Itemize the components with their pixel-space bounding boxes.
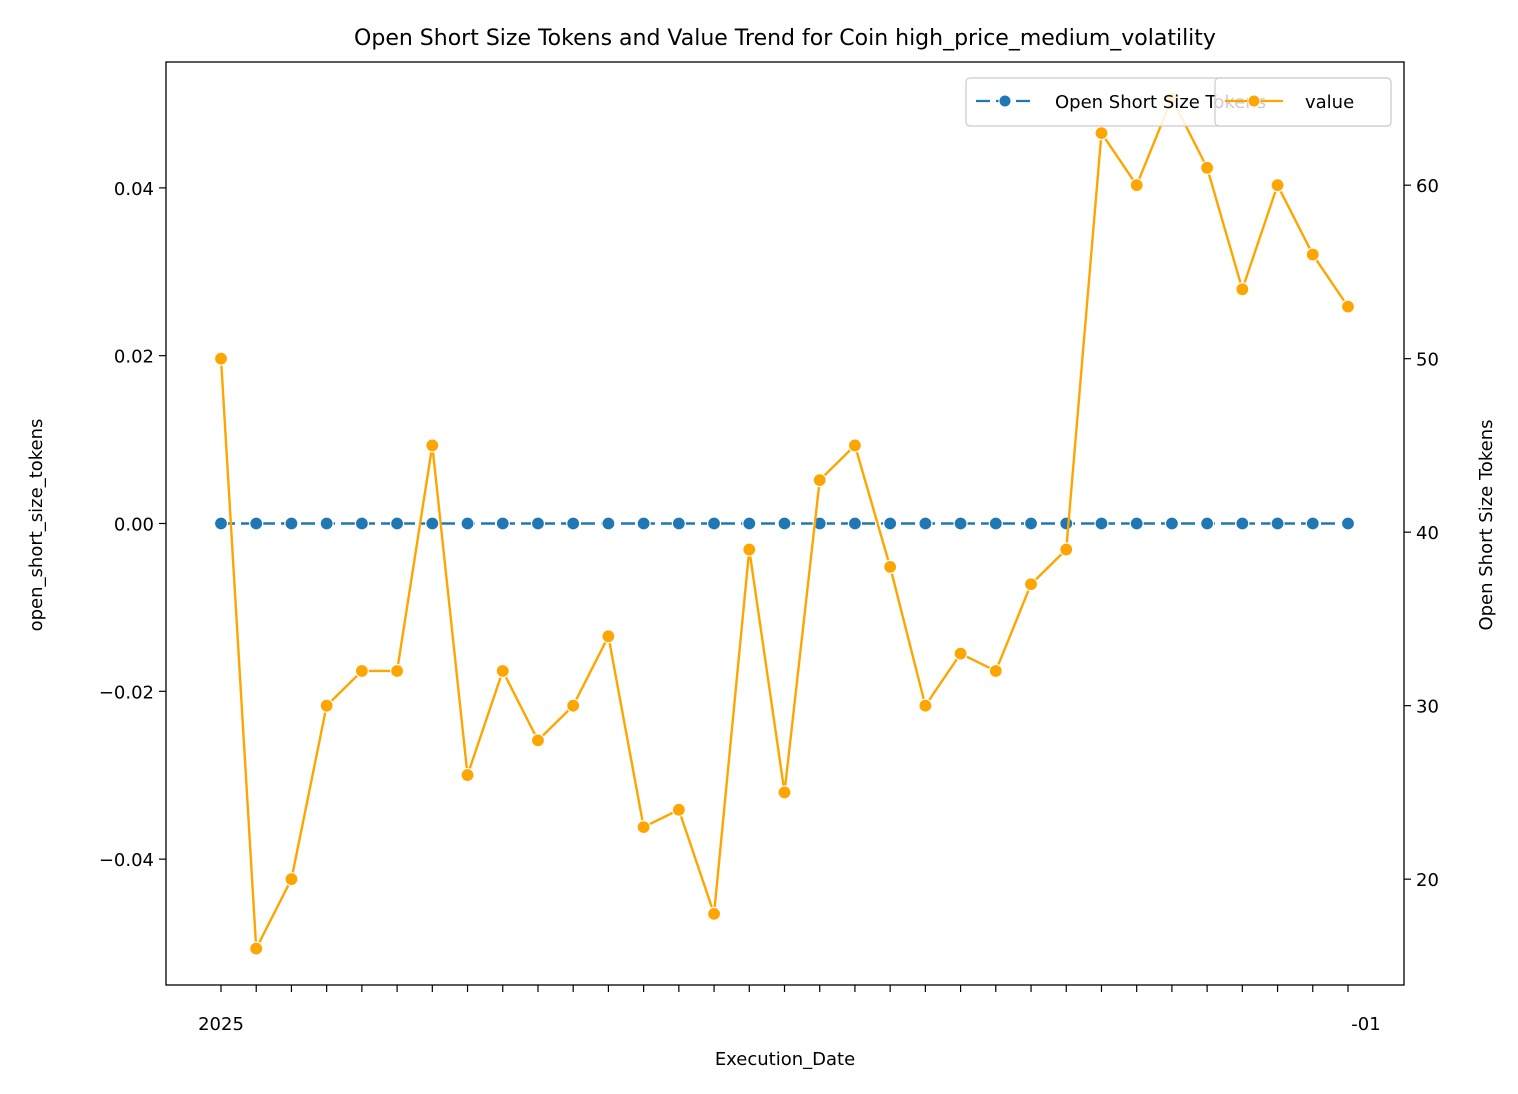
series-2-point [425, 438, 440, 453]
right-axis-label: Open Short Size Tokens [1476, 419, 1497, 630]
series-2-point [495, 663, 510, 679]
series-1-point [425, 516, 440, 531]
series-2-point [1059, 542, 1074, 557]
series-2-point [883, 559, 898, 574]
series-1-point [1129, 516, 1144, 531]
series-1-point [319, 516, 334, 531]
series-layer [213, 91, 1356, 956]
series-1-point [530, 516, 546, 531]
series-2-point [319, 698, 334, 713]
left-tick-label: −0.04 [99, 850, 154, 871]
series-2-point [1200, 160, 1215, 175]
series-1-point [883, 516, 898, 531]
series-2-point [918, 698, 933, 713]
series-1-point [213, 516, 229, 531]
series-1-point [636, 516, 651, 531]
right-tick-label: 20 [1416, 870, 1439, 891]
series-2-point [777, 785, 792, 800]
legend-series-2: value [1214, 77, 1392, 127]
legend-marker-2 [1247, 94, 1261, 108]
legend-label-1: Open Short Size Tokens [1055, 92, 1266, 113]
series-2-point [249, 941, 264, 956]
series-2-point [988, 663, 1003, 679]
right-tick-label: 30 [1416, 697, 1439, 718]
series-1-point [249, 516, 264, 531]
series-1-point [742, 516, 757, 531]
series-1-point [1200, 516, 1215, 531]
series-1-point [389, 516, 405, 531]
x-tick-label-first: 2025 [198, 1014, 244, 1035]
chart-title: Open Short Size Tokens and Value Trend f… [354, 26, 1216, 51]
series-2-point [1235, 282, 1250, 297]
series-1-point [988, 516, 1003, 531]
right-axis-ticks: 20 30 40 50 60 [1404, 176, 1439, 891]
series-1-point [1023, 516, 1039, 531]
series-2-point [1270, 178, 1285, 193]
series-1-point [1270, 516, 1285, 531]
series-2-point [706, 906, 722, 921]
series-2-point [1305, 247, 1320, 262]
series-1-point [953, 516, 968, 531]
series-2-point [742, 542, 757, 557]
series-1-point [495, 516, 510, 531]
left-tick-label: 0.04 [114, 179, 154, 200]
series-1-point [918, 516, 933, 531]
legend-box-2 [1214, 77, 1392, 127]
series-2-point [1129, 178, 1144, 193]
right-tick-label: 60 [1416, 176, 1439, 197]
left-tick-label: 0.02 [114, 347, 154, 368]
series-1-point [671, 516, 686, 531]
left-axis-label: open_short_size_tokens [26, 419, 47, 632]
series-2-point [354, 663, 369, 679]
series-2-point [566, 698, 581, 713]
series-1-point [1340, 516, 1356, 531]
left-axis-ticks: −0.04 −0.02 0.00 0.02 0.04 [99, 179, 166, 871]
series-2-point [671, 802, 686, 817]
series-1-point [601, 516, 616, 531]
x-axis-ticks: 2025 -01 [198, 985, 1381, 1035]
series-2-point [1094, 126, 1109, 141]
series-1-point [566, 516, 581, 531]
series-1-point [1094, 516, 1109, 531]
series-1-point [1235, 516, 1250, 531]
series-2-point [460, 767, 475, 783]
right-tick-label: 40 [1416, 523, 1439, 544]
series-1-point [1305, 516, 1320, 531]
series-1-point [812, 516, 827, 531]
series-1-point [1164, 516, 1180, 531]
series-2-point [847, 438, 863, 453]
series-2-point [284, 872, 299, 887]
x-axis-label: Execution_Date [715, 1049, 855, 1070]
series-1-point [706, 516, 722, 531]
series-2-point [213, 351, 229, 366]
series-1-point [1059, 516, 1074, 531]
series-1-point [354, 516, 369, 531]
series-1-point [284, 516, 299, 531]
series-2-point [1023, 577, 1039, 592]
series-1-point [847, 516, 863, 531]
legend-label-2: value [1305, 92, 1354, 113]
right-tick-label: 50 [1416, 350, 1439, 371]
series-1-point [777, 516, 792, 531]
left-tick-label: 0.00 [114, 515, 154, 536]
series-1-point [460, 516, 475, 531]
series-2-point [601, 629, 616, 644]
x-tick-label-last: -01 [1351, 1014, 1380, 1035]
series-2-point [530, 733, 546, 748]
legend-marker-1 [998, 94, 1012, 108]
series-2-point [636, 820, 651, 835]
series-2-point [389, 663, 405, 679]
series-2-point [1340, 299, 1356, 314]
series-2-point [812, 473, 827, 488]
left-tick-label: −0.02 [99, 682, 154, 703]
series-2-point [953, 646, 968, 661]
